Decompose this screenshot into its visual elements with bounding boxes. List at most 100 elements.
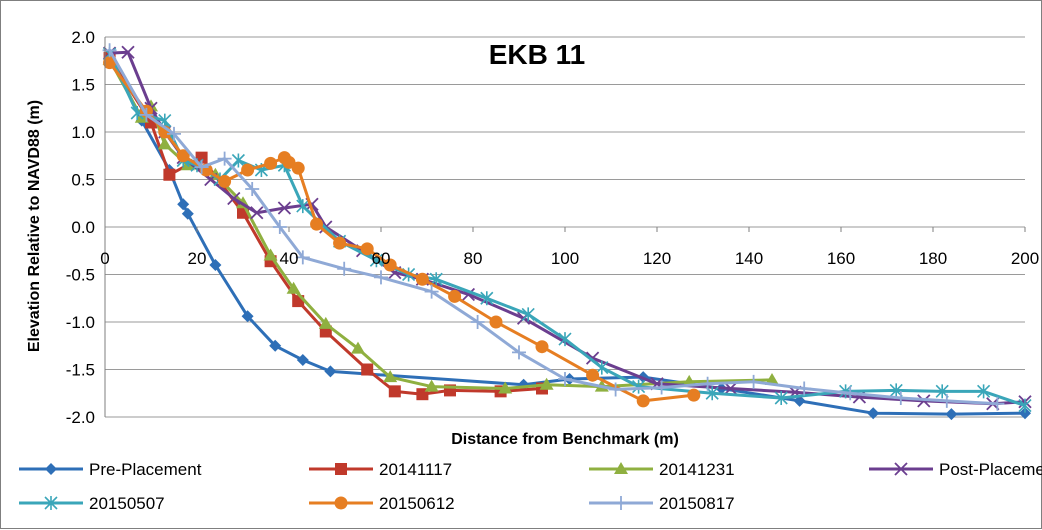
series-20141231-point [498,381,513,394]
series-pre-placement [103,48,1031,421]
series-pre-placement-point [241,310,254,323]
axes: 2.0 1.5 1.0 0.5 0.0 -0.5 -1.0 -1.5 -2.0 0 20 40 60 80… [66,28,1039,427]
x-tick-label: 120 [643,249,671,268]
series-20150817-point [893,391,908,405]
series-20150612-point [241,163,255,177]
series-20150817-point [272,220,287,234]
y-tick-label: 0.0 [71,218,95,237]
legend: Pre-Placement 20141117 20141231 Post-Placem… [19,460,1042,513]
x-tick-label: 100 [551,249,579,268]
series-20141117-point [361,363,374,376]
legend-20150817: 20150817 [589,494,735,513]
series-20141231-line [108,59,773,390]
x-tick-label: 20 [188,249,207,268]
series-post-placement [102,45,1032,411]
series-pre-placement-point [209,259,222,271]
legend-20141117-label: 20141117 [379,460,452,479]
series-20150612-point [586,368,600,382]
series-20150817-point [470,315,485,329]
series-20150612-point [176,149,190,163]
legend-20150817-label: 20150817 [659,494,735,513]
legend-post-placement-point [894,462,908,476]
x-axis-title: Distance from Benchmark (m) [451,431,679,448]
y-tick-label: -1.5 [66,361,95,380]
y-tick-label: 1.0 [71,123,95,142]
series-20141231-point [765,372,779,385]
legend-post-placement-label: Post-Placement [939,460,1042,479]
series-20150507-point [558,332,572,347]
series-20150817-point [217,151,232,166]
series-20141117-point [163,168,176,181]
series-20141231 [102,52,779,394]
series-20150817-point [700,376,715,391]
y-tick-label: -0.5 [66,266,95,285]
series-20150817 [102,43,1005,411]
series-20150817-point [139,107,154,122]
legend-20150507-label: 20150507 [89,494,165,513]
series-pre-placement-point [177,198,190,211]
series-20150612-point [489,315,503,329]
series-20150817-point [194,160,209,175]
series-20150507-point [231,153,245,168]
series-20150612-point [535,340,549,354]
series-pre-placement-point [867,407,880,420]
legend-pre-placement-point [45,463,57,475]
series-20141231-point [383,370,398,383]
series-20150817-point [424,284,439,299]
series-20150612-point [636,394,650,408]
x-tick-label: 160 [827,249,855,268]
series-20150817-point [295,250,310,265]
legend-20150507-point [44,496,58,510]
series-pre-placement-point [324,365,337,378]
series-pre-placement-point [181,207,194,220]
series-20150612 [103,56,701,408]
series-20150612-point [310,217,324,231]
legend-20141231-point [614,462,628,474]
series-20150612-point [333,236,347,250]
series-20150507-point [977,384,991,399]
series-20150817-point [167,126,181,141]
series-post-placement-point [250,206,264,220]
series-20150817-point [337,261,352,276]
series-20150612-point [291,161,305,175]
series-20150817-point [558,372,572,386]
series-20150612-line [108,61,694,403]
series-20150817-point [797,381,812,396]
series-post-placement-line [109,50,1026,406]
series-20150507-point [1018,398,1032,413]
series-20150507-point [521,307,535,322]
series-20150817-point [245,182,260,196]
series-20150507-line [108,53,1026,408]
series-20150817-point [654,380,669,395]
series-20150612-point [218,174,232,188]
series-20150507 [103,47,1032,413]
series-20150817-point [608,382,623,397]
legend-pre-placement: Pre-Placement [19,460,202,479]
series-20150817-point [939,393,954,408]
legend-20150817-point [614,496,628,510]
series-20141231-point [263,248,278,261]
series-20141231-point [286,281,301,294]
y-tick-label: -1.0 [66,313,95,332]
legend-20150507: 20150507 [19,494,165,513]
chart-title: EKB 11 [489,39,586,70]
y-tick-label: 0.5 [71,171,95,190]
legend-20141117-point [335,463,347,475]
x-tick-label: 40 [280,249,299,268]
series-20141231-point [157,137,172,150]
series-20141117-point [195,151,208,164]
series-20150507-point [774,391,788,405]
series-post-placement-point [723,381,738,396]
legend-20150612-point [334,496,348,510]
y-tick-label: -2.0 [66,408,95,427]
legend-20150612-label: 20150612 [379,494,455,513]
legend-20150612: 20150612 [309,494,455,513]
series-20150817-point [374,270,388,285]
series-20150612-point [103,56,117,70]
x-tick-label: 0 [100,249,109,268]
y-axis-title: Elevation Relative to NAVD88 (m) [26,100,43,352]
series-20150817-point [512,345,526,360]
series-20150817-point [843,386,858,401]
